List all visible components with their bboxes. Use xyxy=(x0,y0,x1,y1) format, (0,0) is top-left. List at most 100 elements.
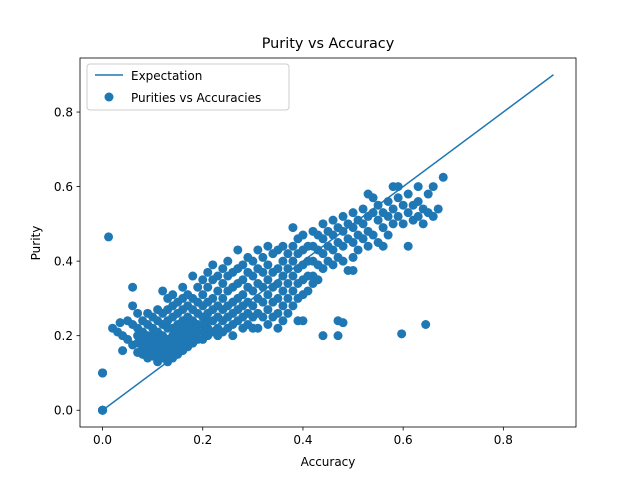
scatter-point xyxy=(263,241,273,251)
scatter-point xyxy=(303,286,313,296)
y-tick-label: 0.8 xyxy=(54,106,73,120)
chart-title: Purity vs Accuracy xyxy=(262,36,395,52)
scatter-point xyxy=(263,290,273,300)
scatter-point xyxy=(383,230,393,240)
scatter-point xyxy=(348,252,358,262)
scatter-point xyxy=(398,200,408,210)
scatter-point xyxy=(238,260,248,270)
scatter-point xyxy=(393,193,403,203)
scatter-point xyxy=(238,290,248,300)
y-tick-label: 0.2 xyxy=(54,329,73,343)
scatter-point xyxy=(328,260,338,270)
y-axis-label: Purity xyxy=(29,226,43,261)
scatter-point xyxy=(318,219,328,229)
scatter-point xyxy=(328,245,338,255)
scatter-point xyxy=(168,290,178,300)
scatter-point xyxy=(278,256,288,266)
legend-marker-swatch xyxy=(104,92,114,102)
scatter-point xyxy=(288,256,298,266)
scatter-point xyxy=(223,256,233,266)
x-tick-label: 0.6 xyxy=(394,433,413,447)
scatter-point xyxy=(188,271,198,281)
scatter-point xyxy=(428,182,438,192)
scatter-point xyxy=(338,241,348,251)
expectation-line xyxy=(102,74,554,411)
scatter-point xyxy=(413,182,423,192)
scatter-point xyxy=(193,282,203,292)
legend-label-expectation: Expectation xyxy=(131,69,202,83)
scatter-point xyxy=(208,293,218,303)
y-tick-label: 0.6 xyxy=(54,180,73,194)
scatter-point xyxy=(403,208,413,218)
scatter-point xyxy=(421,320,431,329)
scatter-point xyxy=(98,368,108,378)
scatter-point xyxy=(428,211,438,221)
scatter-point xyxy=(263,305,273,315)
scatter-point xyxy=(218,293,228,303)
scatter-point xyxy=(383,211,393,221)
scatter-point xyxy=(368,193,378,203)
scatter-point xyxy=(283,293,293,303)
scatter-point xyxy=(278,316,288,326)
scatter-point xyxy=(273,323,283,333)
scatter-point xyxy=(388,204,398,214)
scatter-point xyxy=(263,260,273,270)
scatter-point xyxy=(348,208,358,218)
scatter-point xyxy=(104,232,114,242)
scatter-point xyxy=(278,301,288,311)
scatter-point xyxy=(213,286,223,296)
scatter-point xyxy=(298,230,308,240)
scatter-point xyxy=(273,293,283,303)
scatter-point xyxy=(238,275,248,285)
scatter-point xyxy=(338,211,348,221)
scatter-point xyxy=(278,286,288,296)
x-tick-label: 0.4 xyxy=(293,433,312,447)
scatter-point xyxy=(248,286,258,296)
scatter-point xyxy=(128,301,138,311)
scatter-point xyxy=(198,290,208,300)
scatter-point xyxy=(115,318,125,328)
scatter-point xyxy=(413,211,423,221)
scatter-point xyxy=(273,264,283,274)
scatter-point xyxy=(248,271,258,281)
scatter-point xyxy=(118,346,128,356)
axes-frame xyxy=(79,57,577,428)
scatter-point xyxy=(348,238,358,247)
scatter-point xyxy=(253,245,263,255)
scatter-point xyxy=(278,241,288,251)
scatter-point xyxy=(358,219,368,229)
scatter-point xyxy=(288,241,298,251)
scatter-point xyxy=(258,297,268,307)
scatter-point xyxy=(218,279,228,288)
scatter-point xyxy=(248,301,258,311)
legend-frame xyxy=(86,63,290,111)
scatter-point xyxy=(283,279,293,288)
scatter-point xyxy=(393,211,403,221)
scatter-point xyxy=(263,320,273,329)
y-axis-ticks: 0.0 0.2 0.4 0.6 0.8 xyxy=(54,106,80,418)
scatter-point xyxy=(128,282,138,292)
scatter-point xyxy=(273,308,283,318)
scatter-point xyxy=(397,329,407,339)
scatter-point xyxy=(283,249,293,259)
scatter-point xyxy=(338,318,348,328)
scatter-point xyxy=(233,245,243,255)
x-axis-ticks: 0.0 0.2 0.4 0.6 0.8 xyxy=(93,427,513,447)
scatter-point xyxy=(228,331,238,341)
scatter-point xyxy=(353,245,363,255)
scatter-point xyxy=(288,301,298,311)
scatter-point xyxy=(398,219,408,229)
scatter-point xyxy=(253,323,263,333)
scatter-point xyxy=(413,197,423,206)
scatter-point xyxy=(358,204,368,214)
scatter-point xyxy=(378,223,388,233)
scatter-point xyxy=(333,331,343,341)
scatter-point xyxy=(208,260,218,270)
scatter-point xyxy=(318,264,328,274)
scatter-point xyxy=(358,234,368,244)
scatter-point xyxy=(338,256,348,266)
x-tick-label: 0.2 xyxy=(193,433,212,447)
scatter-point xyxy=(373,215,383,225)
